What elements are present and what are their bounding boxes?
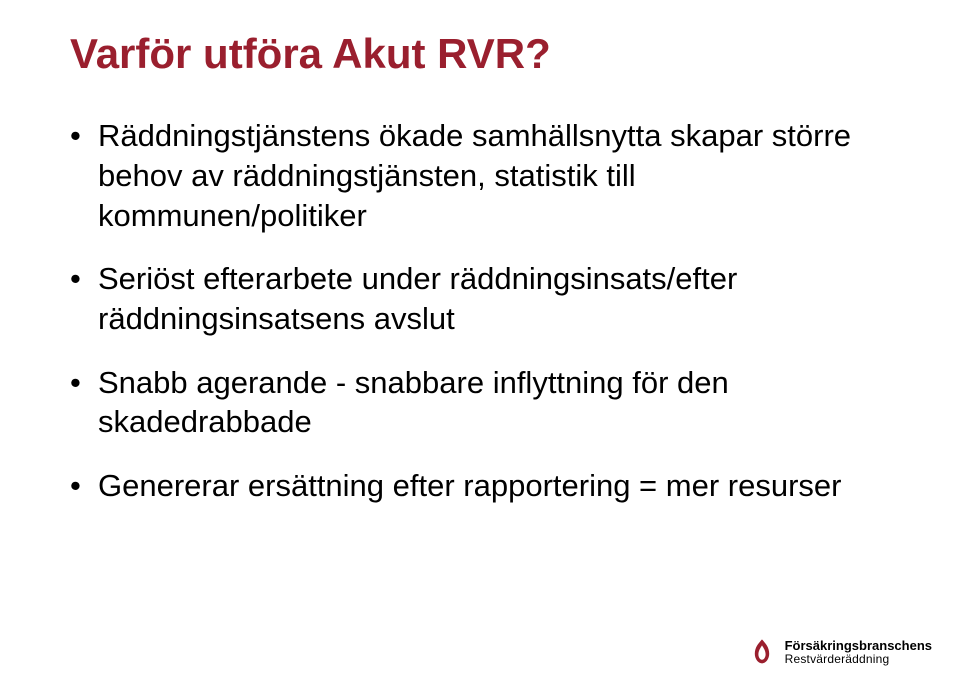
slide: Varför utföra Akut RVR? Räddningstjänste…: [0, 0, 960, 687]
bullet-item: Räddningstjänstens ökade samhällsnytta s…: [70, 116, 905, 235]
bullet-item: Genererar ersättning efter rapportering …: [70, 466, 905, 506]
branding-line2: Restvärderäddning: [785, 653, 932, 666]
branding-text: Försäkringsbranschens Restvärderäddning: [785, 639, 932, 665]
branding-footer: Försäkringsbranschens Restvärderäddning: [747, 637, 932, 667]
flame-icon: [747, 637, 777, 667]
bullet-item: Snabb agerande - snabbare inflyttning fö…: [70, 363, 905, 442]
bullet-list: Räddningstjänstens ökade samhällsnytta s…: [70, 116, 905, 505]
branding-line1: Försäkringsbranschens: [785, 639, 932, 653]
slide-title: Varför utföra Akut RVR?: [70, 30, 905, 78]
bullet-item: Seriöst efterarbete under räddningsinsat…: [70, 259, 905, 338]
